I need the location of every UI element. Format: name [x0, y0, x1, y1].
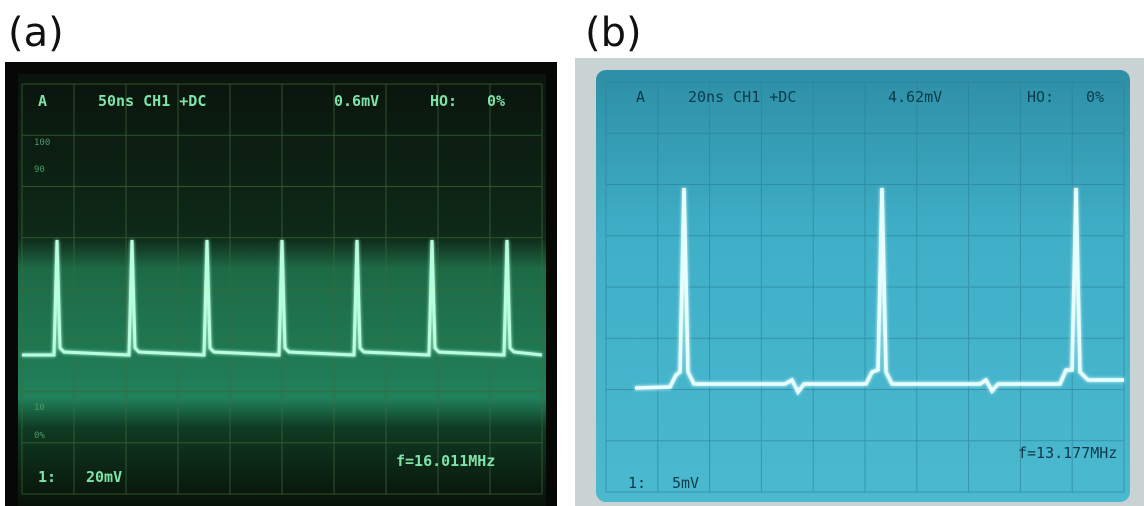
holdoff-value: 0%	[1086, 88, 1104, 106]
channel: 1:	[38, 468, 56, 486]
grid	[21, 83, 543, 495]
waveform	[634, 187, 1124, 396]
trigger-level: 0.6mV	[334, 92, 379, 110]
scale-mark: 100	[34, 138, 50, 148]
mode: A	[636, 88, 645, 106]
grid	[605, 81, 1125, 493]
frequency: f=16.011MHz	[396, 452, 495, 470]
scale-mark: 90	[34, 165, 45, 175]
trigger-level: 4.62mV	[888, 88, 942, 106]
holdoff: HO:	[430, 92, 457, 110]
timebase: 50ns CH1 +DC	[98, 92, 206, 110]
waveform	[22, 239, 543, 357]
scope-screen	[596, 70, 1130, 502]
channel: 1:	[628, 474, 646, 492]
holdoff: HO:	[1027, 88, 1054, 106]
panel-label: (a)	[8, 10, 64, 56]
volts-per-div: 5mV	[672, 474, 699, 492]
panel-label: (b)	[585, 10, 642, 56]
scale-mark: 0%	[34, 431, 45, 441]
timebase: 20ns CH1 +DC	[688, 88, 796, 106]
frequency: f=13.177MHz	[1018, 444, 1117, 462]
mode: A	[38, 92, 47, 110]
volts-per-div: 20mV	[86, 468, 122, 486]
scale-mark: 10	[34, 403, 45, 413]
holdoff-value: 0%	[487, 92, 505, 110]
